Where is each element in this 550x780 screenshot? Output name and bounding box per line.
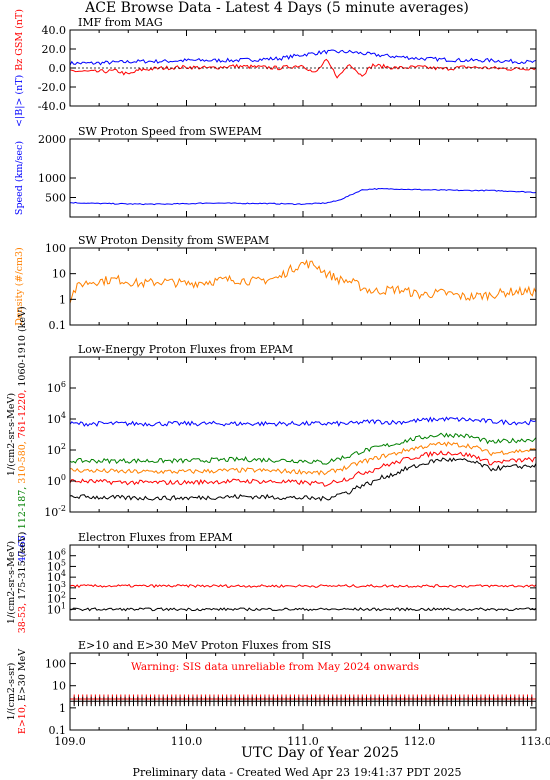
y-tick-label: 0.1	[49, 724, 67, 737]
x-tick-label: 111.0	[287, 735, 319, 748]
figure-title: ACE Browse Data - Latest 4 Days (5 minut…	[84, 0, 469, 16]
y-tick-label: 1	[59, 293, 66, 306]
series-line-4	[70, 450, 536, 487]
series-line-1	[70, 259, 536, 304]
y-axis-label: 1/(cm2-sr-s-MeV)38-53,175-315 (keV)	[6, 532, 28, 634]
plot-frame	[69, 247, 537, 326]
panels: IMF from MAG 40.0 20.0 0.0 -20.0 -40.0 <|B|> (…	[6, 9, 550, 748]
series-group	[70, 416, 536, 502]
y-tick-label: 100	[45, 658, 66, 671]
footer-note: Preliminary data - Created Wed Apr 23 19…	[133, 766, 462, 779]
series-line-2	[70, 607, 536, 612]
y-axis-label: Density (#/cm3)	[14, 247, 25, 325]
series-line-2	[70, 58, 536, 79]
chart-panel-1: IMF from MAG 40.0 20.0 0.0 -20.0 -40.0 <|B|> (…	[14, 9, 537, 127]
x-tick-label: 113.0	[520, 735, 550, 748]
series-line-1	[70, 49, 536, 66]
y-axis-label: <|B|> (nT)Bz GSM (nT)	[14, 9, 25, 127]
y-tick-label: -40.0	[38, 100, 66, 113]
y-tick-label: 100	[47, 473, 66, 488]
panel-title: IMF from MAG	[78, 16, 163, 29]
series-group	[70, 259, 536, 304]
y-axis-label: Speed (km/sec)	[14, 141, 25, 215]
y-tick-label: 102	[47, 591, 66, 606]
chart-panel-6: E>10 and E>30 MeV Proton Fluxes from SIS…	[6, 639, 550, 748]
y-tick-label: 102	[47, 442, 66, 457]
chart-panel-3: SW Proton Density from SWEPAM 100 10 1 0.1 De…	[14, 234, 537, 332]
series-line-3	[70, 441, 536, 476]
series-group	[70, 694, 536, 707]
series-line-2	[70, 432, 536, 465]
y-tick-label: 103	[47, 580, 66, 595]
y-tick-label: 500	[45, 192, 66, 205]
x-tick-label: 110.0	[171, 735, 203, 748]
y-tick-label: 10	[52, 680, 66, 693]
y-axis-label: 1/(cm2-sr-s-MeV)47-65,112-187,310-580,76…	[6, 306, 28, 562]
chart-panel-5: Electron Fluxes from EPAM 106105104103102…	[6, 531, 537, 634]
y-tick-label: 101	[47, 601, 66, 616]
series-line-1	[70, 187, 536, 206]
series-line-1	[70, 416, 536, 427]
y-axis-label: 1/(cm2-s-sr)E>10,E>30 MeV	[6, 649, 28, 734]
y-tick-label: 106	[47, 380, 66, 395]
y-tick-label: 1	[59, 702, 66, 715]
series-line-5	[70, 457, 536, 502]
panel-title: SW Proton Speed from SWEPAM	[78, 125, 262, 138]
x-tick-label: 109.0	[54, 735, 86, 748]
y-tick-label: 0.1	[49, 319, 67, 332]
panel-title: SW Proton Density from SWEPAM	[78, 234, 269, 247]
y-tick-label: 40.0	[42, 24, 67, 37]
panel-title: E>10 and E>30 MeV Proton Fluxes from SIS	[78, 639, 331, 652]
y-tick-label: 100	[45, 242, 66, 255]
y-tick-label: -20.0	[38, 81, 66, 94]
y-tick-label: 2000	[38, 133, 66, 146]
series-line-2	[70, 696, 536, 707]
panel-title: Electron Fluxes from EPAM	[78, 531, 233, 544]
series-group	[70, 583, 536, 612]
y-tick-label: 104	[47, 411, 66, 426]
chart-panel-4: Low-Energy Proton Fluxes from EPAM 106 104…	[6, 306, 537, 563]
plot-frame	[69, 138, 537, 218]
panel-title: Low-Energy Proton Fluxes from EPAM	[78, 343, 293, 356]
x-tick-label: 112.0	[404, 735, 436, 748]
x-axis-label: UTC Day of Year 2025	[241, 745, 399, 761]
y-tick-label: 104	[47, 569, 66, 584]
series-line-1	[70, 583, 536, 589]
chart-panel-2: SW Proton Speed from SWEPAM 2000 1000 500 Sp…	[14, 125, 537, 218]
y-tick-label: 106	[47, 548, 66, 563]
y-tick-label: 10-2	[44, 504, 66, 519]
y-tick-label: 0.0	[49, 62, 67, 75]
y-tick-label: 105	[47, 558, 66, 573]
sis-warning: Warning: SIS data unreliable from May 20…	[131, 661, 419, 673]
y-tick-label: 10	[52, 268, 66, 281]
y-tick-label: 1000	[38, 172, 66, 185]
series-group	[70, 49, 536, 79]
series-group	[70, 187, 536, 206]
y-tick-label: 20.0	[42, 43, 67, 56]
